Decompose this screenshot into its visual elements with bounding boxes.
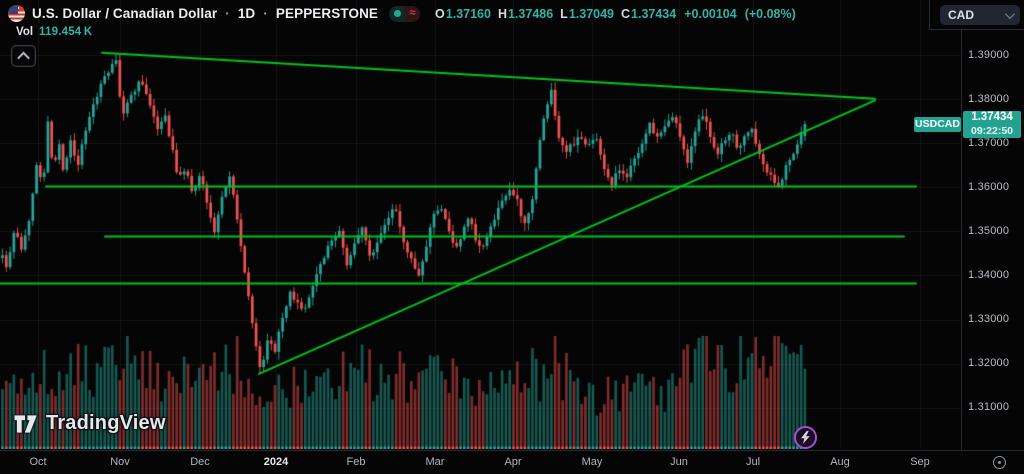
market-status-toggle[interactable]: ≈ <box>389 5 421 22</box>
lightning-button[interactable] <box>794 426 817 449</box>
tradingview-watermark: TradingView <box>12 412 166 435</box>
time-axis-label: Apr <box>504 456 522 468</box>
watermark-text: TradingView <box>46 412 166 434</box>
volume-label: Vol <box>16 26 34 38</box>
time-axis-label: Jun <box>670 456 688 468</box>
last-price-badge[interactable]: 1.37434 09:22:50 <box>963 110 1021 138</box>
time-axis-label: Oct <box>29 456 47 468</box>
price-axis-label: 1.32000 <box>968 357 1010 370</box>
volume-value: 119.454 <box>39 26 82 38</box>
separator: · <box>263 6 268 21</box>
close-value: 1.37434 <box>631 6 677 21</box>
chart-legend[interactable]: U.S. Dollar / Canadian Dollar · 1D · PEP… <box>8 5 796 22</box>
time-axis-label: Mar <box>425 456 445 468</box>
volume-indicator-row[interactable]: Vol 119.454 K <box>16 26 92 38</box>
time-axis-label: 2024 <box>263 456 289 468</box>
close-label: C <box>621 6 631 21</box>
price-axis-label: 1.35000 <box>968 224 1010 237</box>
price-axis-label: 1.31000 <box>968 401 1010 414</box>
price-axis-label: 1.34000 <box>968 269 1010 281</box>
chevron-down-icon <box>1004 8 1015 19</box>
time-axis-label: Sep <box>910 456 930 468</box>
time-axis-label: Dec <box>190 456 210 468</box>
change-percent: (+0.08%) <box>744 6 796 21</box>
price-axis-label: 1.37000 <box>968 136 1010 149</box>
time-axis-label: Nov <box>110 456 130 468</box>
interval-value[interactable]: 1D <box>237 6 256 21</box>
price-axis-label: 1.33000 <box>968 313 1010 326</box>
price-chart-canvas[interactable] <box>0 0 961 449</box>
currency-dropdown-button[interactable]: CAD <box>940 5 1020 25</box>
price-axis-label: 1.36000 <box>968 180 1010 193</box>
axis-corner-cell: CAD <box>929 0 1024 30</box>
open-label: O <box>435 6 445 21</box>
price-axis-label: 1.39000 <box>968 48 1010 61</box>
low-label: L <box>560 6 568 21</box>
time-axis-label: Jul <box>745 456 761 468</box>
market-closed-icon: ≈ <box>409 7 416 19</box>
currency-label: CAD <box>948 8 974 22</box>
us-flag-icon <box>8 5 25 22</box>
time-axis-label: Aug <box>830 456 850 468</box>
last-price-value: 1.37434 <box>971 111 1013 124</box>
time-axis[interactable]: Oct Nov Dec 2024 Feb Mar Apr May Jun Jul Aug Sep <box>0 450 1024 474</box>
price-axis-label: 1.38000 <box>968 92 1010 105</box>
open-value: 1.37160 <box>445 6 491 21</box>
high-value: 1.37486 <box>507 6 554 21</box>
ohlc-readout: O 1.37160 H 1.37486 L 1.37049 C 1.37434 +0.0… <box>435 7 796 21</box>
lightning-bolt-icon <box>801 431 810 444</box>
chart-pane: U.S. Dollar / Canadian Dollar · 1D · PEP… <box>0 0 961 449</box>
high-label: H <box>497 6 507 21</box>
exchange-name[interactable]: PEPPERSTONE <box>275 6 379 21</box>
price-axis[interactable]: 1.39000 1.38000 1.37000 1.36000 1.35000 1.340… <box>961 0 1024 450</box>
volume-unit: K <box>83 26 93 38</box>
time-axis-label: Feb <box>346 456 366 468</box>
separator: · <box>225 6 230 21</box>
symbol-price-flag[interactable]: USDCAD <box>914 116 961 132</box>
market-open-dot-icon <box>393 10 401 17</box>
tradingview-logo-icon <box>13 413 39 434</box>
low-value: 1.37049 <box>568 6 614 21</box>
scroll-to-realtime-icon[interactable] <box>993 456 1006 469</box>
symbol-title[interactable]: U.S. Dollar / Canadian Dollar <box>32 6 218 21</box>
chevron-up-icon <box>17 51 30 64</box>
change-value: +0.00104 <box>684 6 737 21</box>
time-axis-label: May <box>581 456 603 468</box>
collapse-pane-button[interactable] <box>11 45 36 67</box>
bar-countdown: 09:22:50 <box>970 124 1014 137</box>
